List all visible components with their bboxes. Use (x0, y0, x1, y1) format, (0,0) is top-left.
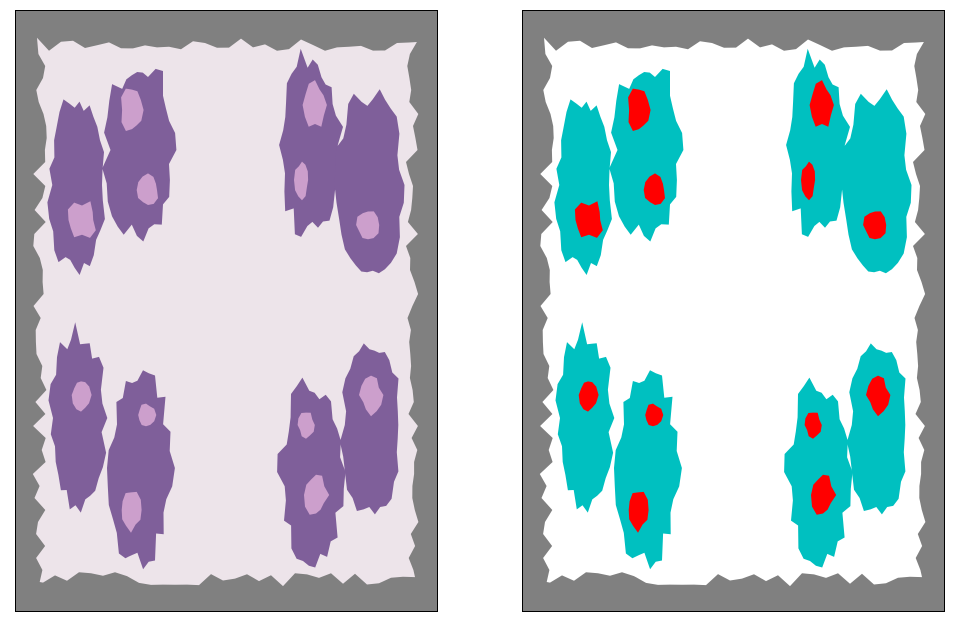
contour-level (102, 68, 177, 242)
contour-level (138, 403, 157, 427)
contour-level (801, 161, 816, 201)
contour-level (48, 322, 108, 513)
panel-frame (522, 10, 945, 612)
contour-level (804, 412, 822, 439)
contour-level (809, 80, 834, 127)
contour-level (294, 161, 309, 201)
contour-level (841, 89, 912, 274)
panel-frame (15, 10, 438, 612)
contour-level (304, 474, 330, 515)
contour-level (297, 412, 315, 439)
contour-level (645, 403, 664, 427)
contour-level (811, 474, 837, 515)
contour-level (340, 343, 399, 515)
contour-level (847, 343, 906, 515)
contour-level (643, 173, 665, 205)
contour-level (628, 491, 649, 533)
contour-level (866, 375, 891, 417)
contour-level (578, 381, 599, 412)
contour-level (628, 88, 651, 131)
contour-panel (15, 10, 438, 612)
contour-level (67, 201, 96, 238)
contour-level (277, 377, 346, 568)
contour-level (136, 173, 158, 205)
contour-level (121, 88, 144, 131)
contour-panel (522, 10, 945, 612)
contour-level (863, 211, 887, 240)
contour-level (71, 381, 92, 412)
contour-level (356, 211, 380, 240)
contour-level (784, 377, 853, 568)
contour-level (609, 68, 684, 242)
contour-level (555, 322, 615, 513)
contour-level (334, 89, 405, 274)
contour-level (302, 80, 327, 127)
contour-level (359, 375, 384, 417)
contour-level (574, 201, 603, 238)
contour-level (121, 491, 142, 533)
